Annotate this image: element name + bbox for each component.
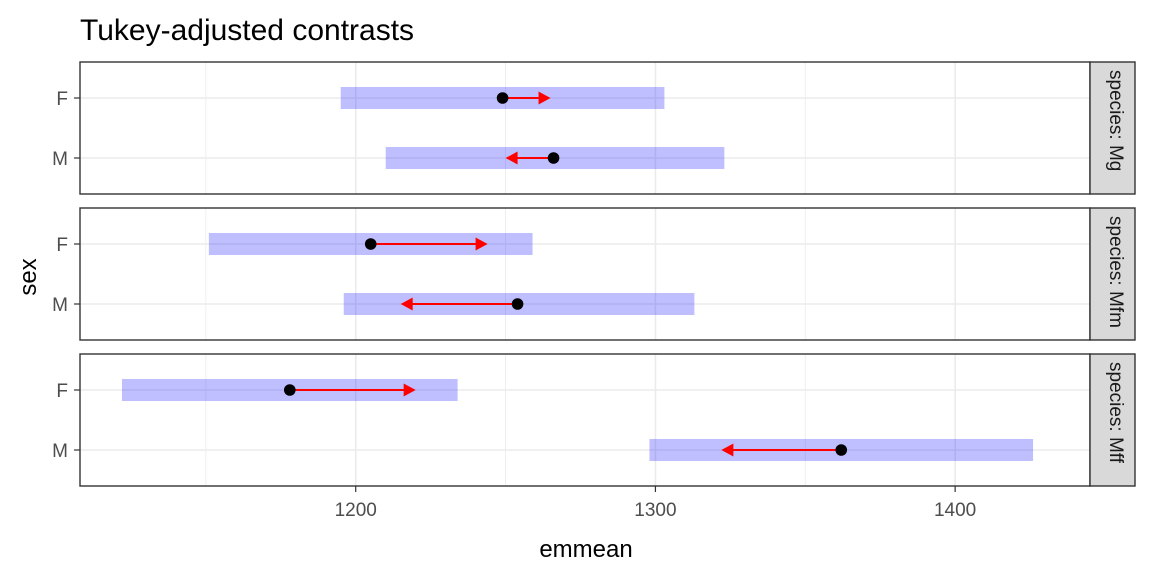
x-axis-title: emmean [539,536,632,563]
facet-strip [1089,61,1136,195]
y-tick-label-M: M [52,441,68,462]
emmean-point-M [835,444,848,456]
panel-background [80,62,1090,194]
emmean-point-M [511,298,524,310]
comparison-arrow-head-M [721,443,734,457]
comparison-arrow-head-M [505,151,518,165]
x-tick-label: 1400 [934,500,976,521]
y-tick-label-F: F [56,235,68,256]
x-axis: 1200 1300 1400 [335,486,976,521]
x-tick-label: 1200 [335,500,377,521]
chart-title: Tukey-adjusted contrasts [80,14,414,47]
facet-strip-label: species: Mg [1105,70,1126,171]
panel-1: F M species: Mg [52,61,1136,195]
comparison-arrow-head-F [403,383,416,397]
facet-strip-label: species: Mff [1105,362,1126,464]
panel-2: F M species: Mfm [52,207,1136,341]
facet-panels: F M species: Mg F M species: Mfm F M species: Mf… [52,61,1136,487]
y-tick-label-F: F [56,89,68,110]
facet-strip [1089,207,1136,341]
comparison-arrow-head-F [475,237,488,251]
facet-strip-label: species: Mfm [1105,216,1126,328]
emmean-point-F [364,238,377,250]
comparison-arrow-head-M [400,297,413,311]
panel-background [80,208,1090,340]
panel-3: F M species: Mff [52,353,1136,487]
emmean-point-M [547,152,560,164]
y-tick-label-M: M [52,295,68,316]
panel-background [80,354,1090,486]
y-axis-title: sex [15,258,42,295]
emmean-point-F [283,384,296,396]
emmean-point-F [496,92,509,104]
comparison-arrow-head-F [538,91,551,105]
x-tick-label: 1300 [634,500,676,521]
y-tick-label-F: F [56,381,68,402]
facet-strip [1089,353,1136,487]
y-tick-label-M: M [52,149,68,170]
